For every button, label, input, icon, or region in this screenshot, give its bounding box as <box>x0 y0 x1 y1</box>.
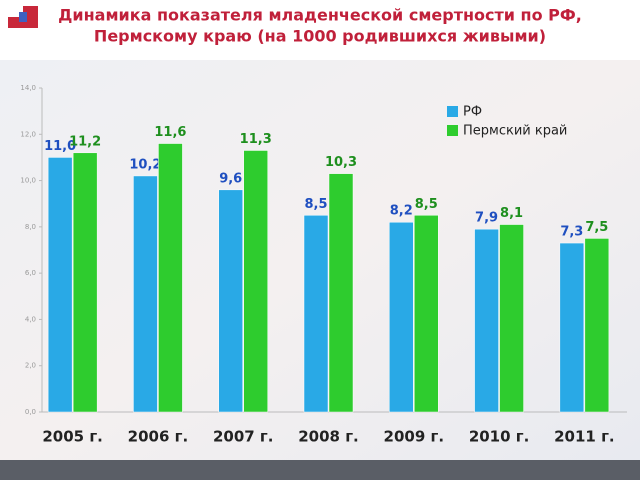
bar <box>584 238 610 413</box>
bar <box>158 143 183 413</box>
value-label: 7,3 <box>560 225 583 240</box>
y-tick-label: 10,0 <box>20 177 36 185</box>
bar <box>303 215 329 413</box>
x-tick-label: 2007 г. <box>213 428 274 446</box>
bar <box>47 157 73 413</box>
y-tick-label: 8,0 <box>25 223 36 231</box>
bar <box>389 221 414 413</box>
y-tick-label: 2,0 <box>25 362 36 370</box>
logo-part <box>8 6 23 17</box>
value-label: 11,6 <box>154 125 186 140</box>
x-tick-label: 2011 г. <box>554 428 615 446</box>
value-label: 10,3 <box>325 155 357 170</box>
bar <box>72 152 98 413</box>
bar <box>559 242 585 413</box>
x-tick-label: 2005 г. <box>42 428 103 446</box>
value-label: 7,5 <box>585 220 608 235</box>
value-label: 7,9 <box>475 211 498 226</box>
logo-emblem <box>19 12 27 22</box>
x-tick-label: 2010 г. <box>469 428 530 446</box>
legend-label: Пермский край <box>463 124 567 139</box>
value-label: 9,6 <box>219 171 242 186</box>
y-tick-label: 12,0 <box>20 130 36 138</box>
value-label: 8,5 <box>415 197 438 212</box>
bar <box>414 215 439 413</box>
value-label: 11,3 <box>240 132 272 147</box>
value-label: 11,0 <box>44 139 76 154</box>
y-tick-label: 6,0 <box>25 269 36 277</box>
bar <box>243 150 268 413</box>
value-label: 8,5 <box>304 197 327 212</box>
value-label: 8,2 <box>390 204 413 219</box>
bar <box>218 189 243 413</box>
value-label: 8,1 <box>500 206 523 221</box>
chart-subtitle: Пермскому краю (на 1000 родившихся живым… <box>94 27 546 46</box>
bar <box>328 173 354 413</box>
legend-swatch <box>447 125 458 136</box>
y-tick-label: 0,0 <box>25 408 36 416</box>
y-tick-label: 14,0 <box>20 84 36 92</box>
bar <box>474 228 499 413</box>
x-tick-label: 2006 г. <box>128 428 189 446</box>
legend-label: РФ <box>463 105 482 120</box>
y-tick-label: 4,0 <box>25 315 36 323</box>
x-tick-label: 2009 г. <box>384 428 445 446</box>
bar <box>499 224 524 413</box>
value-label: 11,2 <box>69 134 101 149</box>
x-tick-label: 2008 г. <box>298 428 359 446</box>
footer-strip <box>0 460 640 480</box>
legend-swatch <box>447 106 458 117</box>
bar <box>133 175 158 413</box>
chart-title: Динамика показателя младенческой смертно… <box>58 6 582 25</box>
value-label: 10,2 <box>129 157 161 172</box>
